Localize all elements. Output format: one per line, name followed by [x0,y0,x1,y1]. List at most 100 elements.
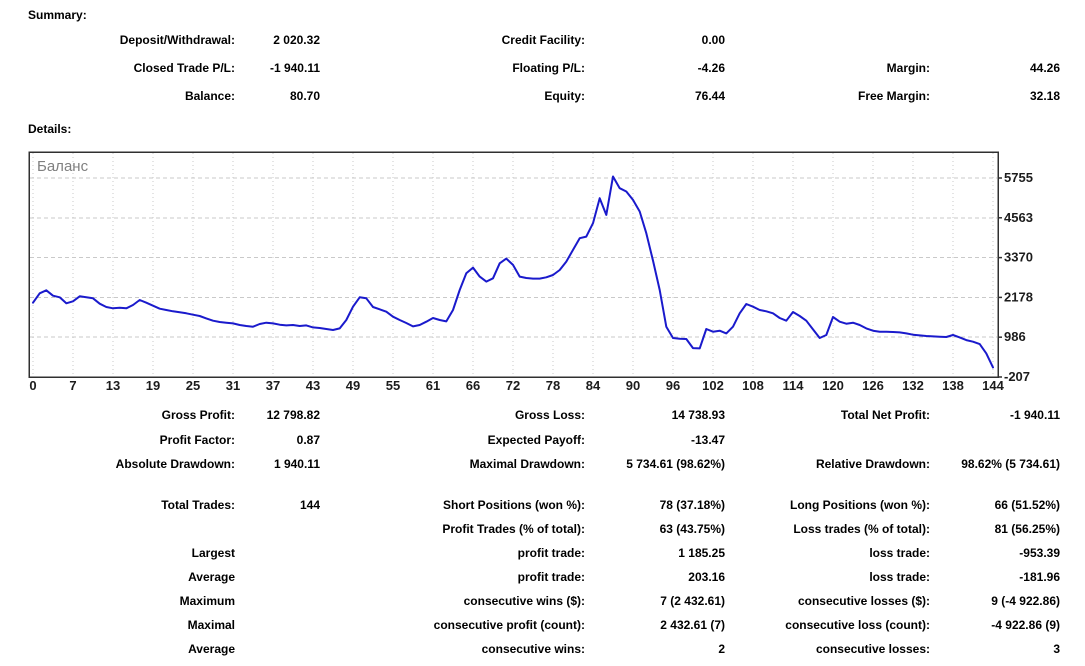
x-axis-tick-label: 37 [266,378,280,393]
stat-value: 5 734.61 (98.62%) [626,457,725,472]
stat-label: Gross Loss: [514,408,585,423]
stat-label: Largest [191,546,235,560]
stat-label: consecutive wins ($): [463,594,585,608]
stat-label: Balance: [184,89,235,103]
details-heading: Details: [28,122,72,136]
stat-value: -13.47 [690,432,725,447]
stat-label: Maximum [179,594,235,608]
stat-label: Maximal Drawdown: [469,457,585,472]
stat-value: -953.39 [1019,546,1060,560]
stat-label: Profit Trades (% of total): [442,522,585,536]
x-axis-tick-label: 7 [69,378,76,393]
x-axis-tick-label: 126 [862,378,884,393]
trades-statistics-table: Total Trades: 144 Short Positions (won %):… [0,493,1060,661]
y-axis-tick-label: 3370 [1004,250,1033,265]
stat-label: loss trade: [869,570,930,584]
stat-label: consecutive profit (count): [433,618,585,632]
stat-label: Long Positions (won %): [790,498,930,512]
stat-value: 14 738.93 [671,408,725,423]
stat-label: Credit Facility: [501,33,585,47]
stat-value: 203.16 [688,570,725,584]
stat-value: 12 798.82 [266,408,320,423]
stat-value: 9 (-4 922.86) [991,594,1060,608]
x-axis-tick-label: 55 [386,378,400,393]
stat-value: -1 940.11 [1009,408,1060,423]
stat-value: 144 [299,498,320,512]
stat-value: -1 940.11 [269,61,320,75]
stat-label: Absolute Drawdown: [115,457,235,472]
stat-value: 2 020.32 [273,33,320,47]
stat-value: 76.44 [694,89,725,103]
stat-label: profit trade: [517,570,585,584]
stat-value: 80.70 [289,89,320,103]
x-axis-tick-label: 78 [546,378,560,393]
y-axis-tick-label: 986 [1004,329,1026,344]
stat-label: Free Margin: [857,89,930,103]
x-axis-tick-label: 49 [346,378,360,393]
chart-border [28,151,999,378]
x-axis-tick-label: 144 [982,378,1004,393]
balance-line [32,175,994,369]
stat-value: 63 (43.75%) [659,522,725,536]
stat-label: consecutive losses: [815,642,930,656]
stat-label: profit trade: [517,546,585,560]
stat-value: 2 432.61 (7) [660,618,725,632]
summary-heading: Summary: [28,8,87,22]
y-axis-tick-label: 4563 [1004,210,1033,225]
stat-label: Maximal [187,618,235,632]
stat-label: consecutive loss (count): [785,618,930,632]
stat-value: 78 (37.18%) [659,498,725,512]
x-axis-tick-label: 61 [426,378,440,393]
stat-label: Average [188,642,235,656]
x-axis-tick-label: 72 [506,378,520,393]
stat-value: 0.87 [296,432,320,447]
stat-value: 7 (2 432.61) [660,594,725,608]
x-axis-tick-label: 90 [626,378,640,393]
stat-value: 98.62% (5 734.61) [961,457,1060,472]
stat-value: 81 (56.25%) [994,522,1060,536]
x-axis-tick-label: 31 [226,378,240,393]
x-axis-tick-label: 84 [586,378,601,393]
x-axis-tick-label: 102 [702,378,724,393]
x-axis-tick-label: 96 [666,378,680,393]
stat-value: -181.96 [1019,570,1060,584]
stat-label: Average [188,570,235,584]
x-axis-tick-label: 120 [822,378,844,393]
x-axis-tick-label: 132 [902,378,924,393]
stat-label: Total Trades: [161,498,235,512]
y-axis-tick-label: -207 [1004,369,1030,384]
stat-value: 66 (51.52%) [994,498,1060,512]
stat-value: 44.26 [1029,61,1060,75]
stat-label: Gross Profit: [161,408,235,423]
stat-label: consecutive wins: [481,642,585,656]
y-axis-tick-label: 2178 [1004,289,1033,304]
x-axis-tick-label: 43 [306,378,320,393]
summary-table: Deposit/Withdrawal: 2 020.32 Credit Facili… [0,26,1060,110]
stat-value: 2 [718,642,725,656]
x-axis-tick-label: 114 [783,378,805,393]
x-axis-tick-label: 0 [29,378,36,393]
x-axis-tick-label: 66 [466,378,480,393]
stat-label: Floating P/L: [512,61,585,75]
stat-label: consecutive losses ($): [797,594,930,608]
stat-label: Margin: [886,61,930,75]
x-axis-tick-label: 25 [186,378,200,393]
stat-label: Closed Trade P/L: [133,61,235,75]
stat-value: -4.26 [697,61,725,75]
x-axis-tick-label: 108 [742,378,764,393]
stat-value: 3 [1053,642,1060,656]
stat-label: Total Net Profit: [840,408,930,423]
stat-value: 32.18 [1029,89,1060,103]
x-axis-tick-label: 13 [106,378,120,393]
stat-label: Short Positions (won %): [443,498,585,512]
y-axis-tick-label: 5755 [1004,170,1033,185]
chart-series-title: Баланс [37,158,89,175]
x-axis-tick-label: 19 [146,378,160,393]
stat-label: Equity: [544,89,585,103]
stat-label: Expected Payoff: [487,432,585,447]
stat-value: -4 922.86 (9) [991,618,1060,632]
stat-label: Loss trades (% of total): [793,522,930,536]
stat-label: loss trade: [869,546,930,560]
stat-value: 0.00 [701,33,725,47]
